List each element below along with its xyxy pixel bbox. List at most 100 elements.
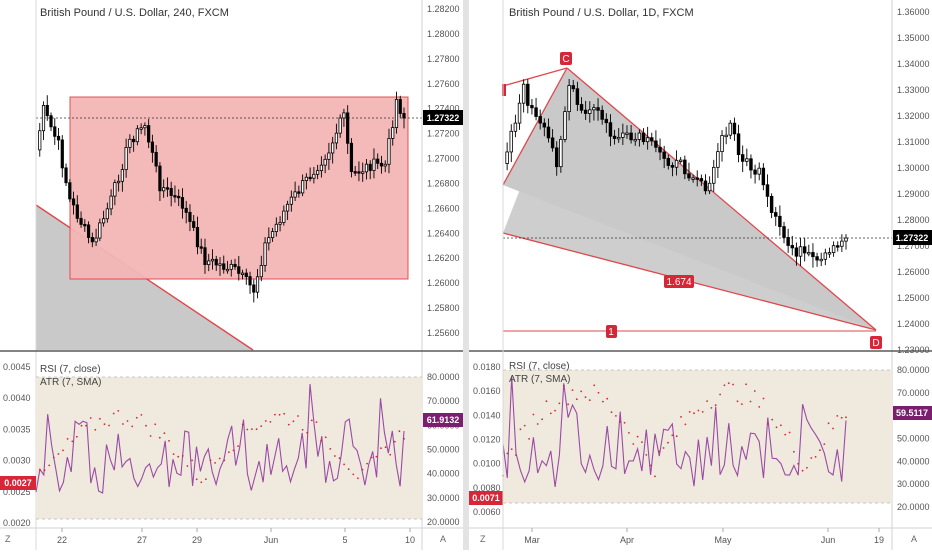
left-candle-body [180,197,185,209]
left-atr-axis[interactable]: 0.0045 0.0040 0.0035 0.0030 0.0025 0.0020 [3,362,31,528]
right-atr-dot [806,466,808,469]
right-atr-dot [697,409,700,412]
left-atr-dot [200,481,203,484]
left-candle-body [162,187,166,192]
pattern-point-d-label: D [872,338,879,349]
right-rsi-axis-tick: 20.0000 [897,502,930,512]
right-atr-dot [766,423,769,425]
left-atr-dot [57,453,60,455]
right-atr-dot [536,423,539,425]
left-candle-body [297,191,301,194]
right-candle-body [559,139,563,168]
left-atr-dot [361,468,364,471]
right-chart-panel[interactable]: 1.36000 1.35000 1.34000 1.33000 1.32000 1.310… [469,0,932,550]
left-corner-a[interactable]: A [440,534,446,544]
left-atr-dot [71,440,74,443]
left-candle-body [113,182,117,197]
left-last-price-tag: 1.27322 [423,110,463,125]
right-atr-last-label: 0.0071 [472,493,500,503]
right-corner-a[interactable]: A [911,534,917,544]
right-candle-body [703,180,708,192]
right-atr-dot [597,391,600,394]
right-atr-axis-tick: 0.0100 [473,459,501,469]
right-atr-dot [819,449,821,452]
left-atr-dot [287,423,290,426]
right-atr-dot [571,389,574,391]
left-range-box[interactable] [69,96,409,280]
left-atr-dot [306,431,309,434]
right-rsi-axis-tick: 30.0000 [897,479,930,489]
left-price-axis-tick: 1.25600 [427,328,460,338]
pattern-point-c[interactable]: C [560,52,572,65]
right-candle-body [790,245,794,249]
right-candle-body [588,109,592,114]
right-atr-dot [628,432,630,434]
left-candle-body [387,138,391,165]
right-candle-body [707,182,712,192]
left-atr-dot [52,456,55,459]
left-atr-dot [195,478,198,481]
left-candle-body [199,246,203,249]
left-candle-body [75,204,79,219]
right-atr-dot [814,456,817,458]
left-candle-body [364,163,369,173]
right-candle-body [740,154,745,162]
pattern-level-tag[interactable]: 1 [606,325,617,338]
right-candle-body [724,134,728,138]
right-atr-dot [680,416,682,418]
left-time-axis-tick: Jun [264,535,279,545]
right-time-axis-tick: May [714,535,732,545]
left-atr-dot [218,457,221,460]
right-candle-body [716,151,720,168]
left-atr-dot [241,423,244,426]
left-candle-body [270,231,275,238]
right-time-axis[interactable]: Mar Apr May Jun 19 [524,528,884,545]
pattern-point-d[interactable]: D [870,336,882,349]
left-candle-body [173,195,177,198]
left-candle-body [169,188,173,196]
left-corner-z[interactable]: Z [5,534,11,544]
right-candle-body [794,247,799,257]
right-corner-z[interactable]: Z [480,534,486,544]
right-candle-body [802,246,807,254]
left-atr-dot [255,428,258,431]
pattern-point-x-marker[interactable] [502,84,506,96]
right-atr-dot [801,469,804,472]
left-candle-body [214,258,218,266]
left-price-axis-tick: 1.28200 [427,4,460,14]
left-candle-body [71,198,76,206]
left-time-axis[interactable]: 22 27 29 Jun 5 10 [57,528,415,545]
pattern-ratio-tag[interactable]: 1.674 [664,275,694,288]
left-rsi-axis-tick: 70.0000 [427,396,460,406]
right-atr-dot [606,397,609,400]
left-candle-body [323,158,327,166]
left-atr-dot [177,455,180,458]
left-candle-body [372,158,376,171]
right-price-axis-tick: 1.32000 [897,111,930,121]
left-candle-body [331,142,335,154]
left-price-axis-tick: 1.26400 [427,228,460,238]
panel-separator[interactable] [463,0,469,550]
left-chart-panel[interactable]: 1.28200 1.28000 1.27800 1.27600 1.27400 1.272… [0,0,463,550]
right-atr-dot [671,434,674,437]
left-rsi-axis-tick: 50.0000 [427,445,460,455]
right-rsi-title: RSI (7, close) [509,361,570,372]
left-candle-body [143,125,147,129]
left-candle-body [346,112,350,144]
left-atr-dot [191,459,194,462]
left-candle-body [139,127,143,130]
right-candle-body [621,132,625,138]
right-time-axis-tick: Mar [524,535,540,545]
right-candle-body [798,246,803,257]
left-price-axis[interactable]: 1.28200 1.28000 1.27800 1.27600 1.27400 1.272… [427,4,460,338]
left-atr-dot [403,437,405,440]
right-price-axis[interactable]: 1.36000 1.35000 1.34000 1.33000 1.32000 1.310… [897,7,930,355]
left-candle-body [278,221,282,225]
right-atr-axis[interactable]: 0.01800.01600.01400.01200.01000.00800.00… [473,362,501,517]
left-candle-body [252,284,256,293]
left-candle-body [207,260,211,266]
right-atr-axis-tick: 0.0180 [473,362,501,372]
right-atr-dot [515,454,517,456]
left-candle-body [334,132,339,144]
